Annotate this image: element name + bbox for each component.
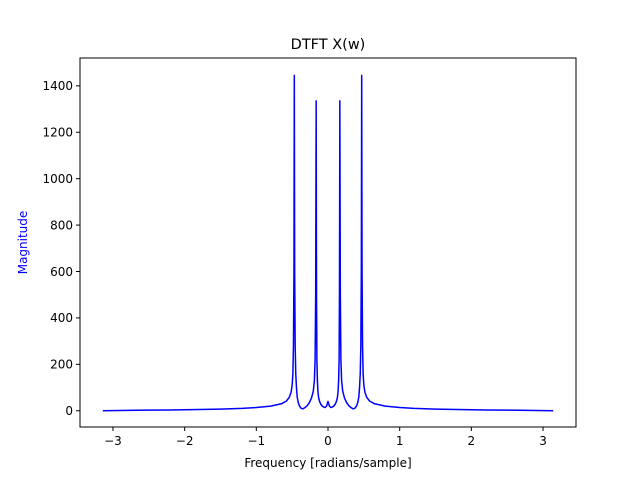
x-tick-label: 3 <box>539 434 547 448</box>
y-tick-label: 1400 <box>42 79 73 93</box>
series-line-0 <box>102 74 554 412</box>
y-tick-label: 0 <box>65 404 73 418</box>
x-tick-label: −3 <box>104 434 122 448</box>
x-tick-label: 2 <box>468 434 476 448</box>
y-tick-label: 600 <box>50 265 73 279</box>
axes-frame <box>79 57 577 428</box>
x-tick-label: 1 <box>396 434 404 448</box>
y-tick-label: 1200 <box>42 126 73 140</box>
x-tick-label: −1 <box>247 434 265 448</box>
y-tick-label: 800 <box>50 218 73 232</box>
x-axis-label: Frequency [radians/sample] <box>244 456 411 470</box>
ticks-layer: −3 −2 −1 0 1 2 3 0 200 400 600 800 1000 1200 1400 <box>42 79 546 448</box>
y-tick-label: 200 <box>50 358 73 372</box>
y-tick-label: 400 <box>50 311 73 325</box>
y-tick-label: 1000 <box>42 172 73 186</box>
plot-area <box>102 74 554 412</box>
x-tick-label: −2 <box>176 434 194 448</box>
chart-title: DTFT X(w) <box>291 37 366 53</box>
x-tick-label: 0 <box>324 434 332 448</box>
y-axis-label: Magnitude <box>16 211 30 275</box>
